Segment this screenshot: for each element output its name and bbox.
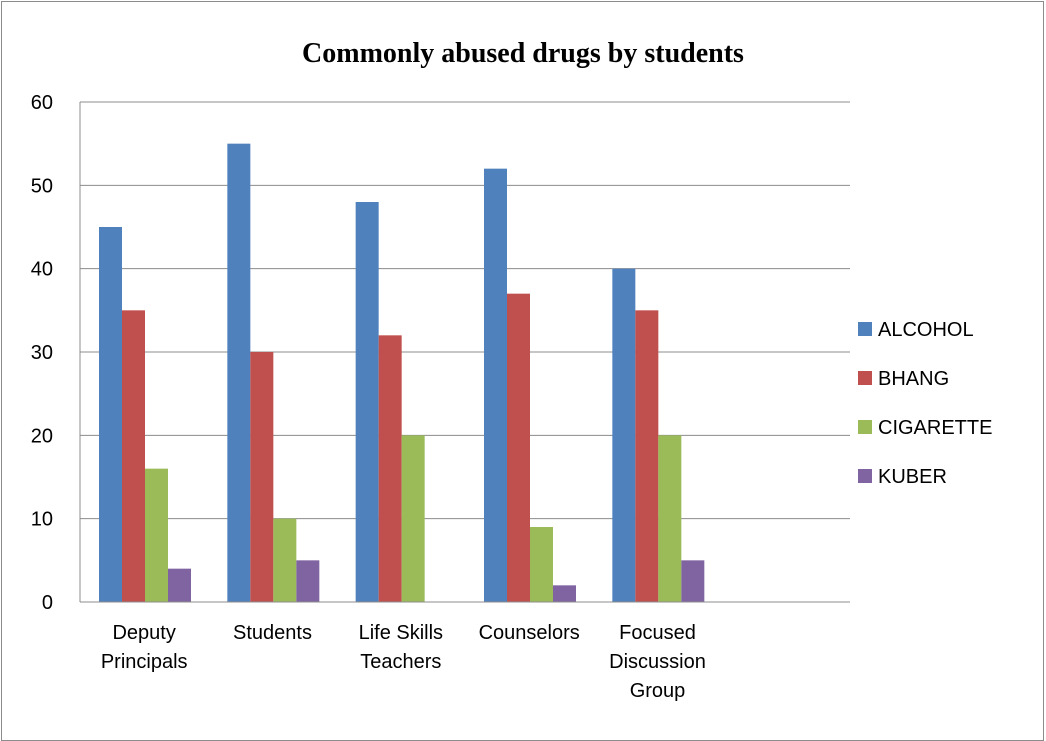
bar-alcohol [355,202,379,602]
chart-title: Commonly abused drugs by students [302,38,744,69]
bar-alcohol [612,268,636,602]
x-tick-label: Focused Discussion Group [609,622,706,702]
y-tick-label: 10 [31,509,53,531]
legend-label: ALCOHOL [878,319,974,341]
bar-bhang [250,352,274,602]
bar-kuber [296,560,320,602]
legend-swatch [858,371,872,385]
x-tick-label-line: Discussion [609,651,706,673]
bar-alcohol [99,227,122,602]
x-tick-label: Students [233,622,312,644]
bar-bhang [635,310,659,602]
x-tick-label: Life Skills Teachers [359,622,443,673]
bar-cigarette [273,518,297,602]
x-tick-label-line: Counselors [479,622,580,644]
bar-cigarette [658,435,682,602]
x-tick-label-line: Teachers [360,651,441,673]
legend-label: CIGARETTE [878,417,992,439]
bar-kuber [168,568,191,602]
bar-bhang [507,293,530,602]
bar-alcohol [484,168,507,602]
bar-cigarette [530,527,553,602]
x-tick-label-line: Deputy [112,622,175,644]
legend-swatch [858,469,872,483]
bar-cigarette [145,468,168,602]
x-tick-label: Deputy Principals [101,622,188,673]
y-tick-label: 40 [31,259,53,281]
legend-swatch [858,420,872,434]
bar-bhang [378,335,402,602]
bar-chart: 0 10 20 30 40 50 60 Deputy Principals Students Lif… [31,92,993,702]
x-tick-label-line: Life Skills [359,622,443,644]
x-tick-label-line: Principals [101,651,188,673]
y-tick-label: 60 [31,92,53,114]
y-tick-label: 0 [42,592,53,614]
bar-kuber [681,560,705,602]
legend-label: KUBER [878,466,947,488]
bar-bhang [122,310,145,602]
x-tick-label: Counselors [479,622,580,644]
bar-kuber [553,585,576,602]
y-tick-label: 30 [31,342,53,364]
bar-alcohol [227,143,251,602]
y-tick-label: 20 [31,425,53,447]
bar-cigarette [401,435,425,602]
legend-label: BHANG [878,368,949,390]
legend-swatch [858,322,872,336]
x-tick-label-line: Focused [619,622,696,644]
x-tick-label-line: Group [630,680,686,702]
x-tick-label-line: Students [233,622,312,644]
y-tick-label: 50 [31,175,53,197]
